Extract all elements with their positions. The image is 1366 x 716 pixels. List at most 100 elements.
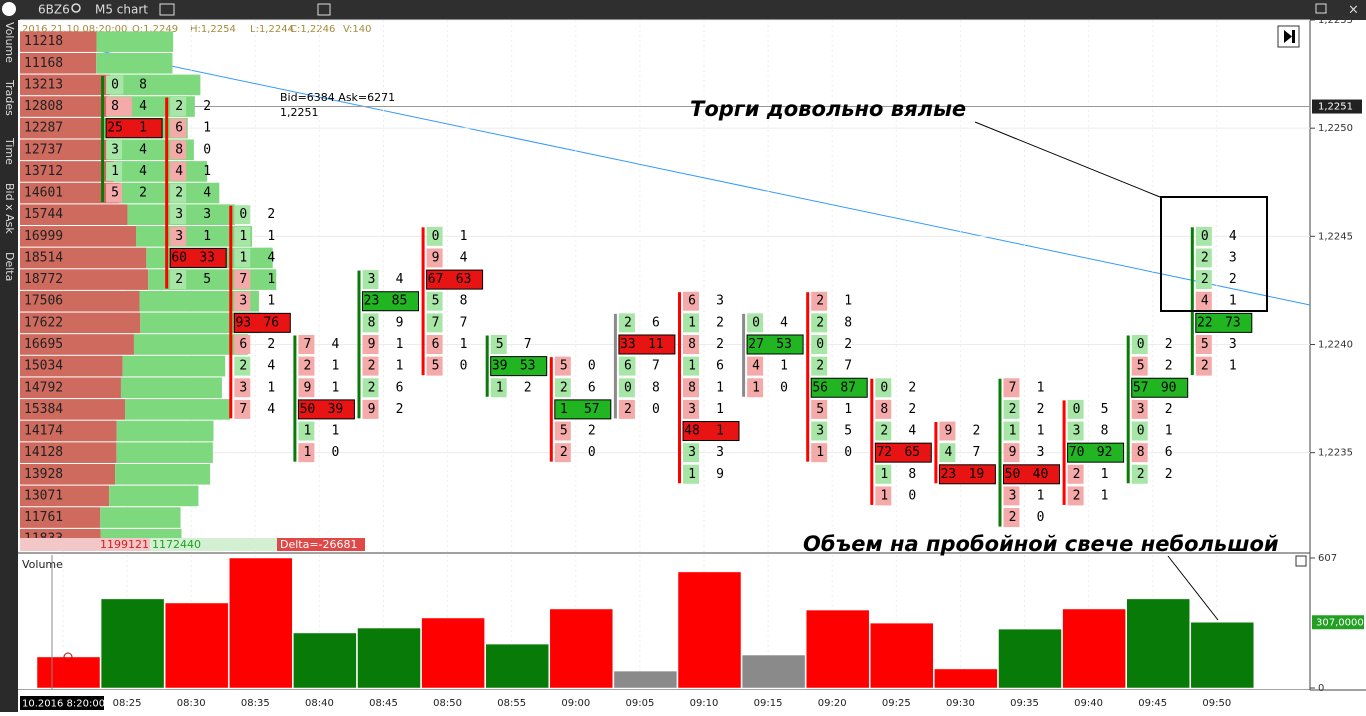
cluster-cell (426, 226, 443, 246)
cell-bid: 8 (368, 315, 376, 330)
cluster-cell (298, 334, 315, 354)
sidebar-tab[interactable]: Bid x Ask (3, 183, 16, 234)
plot: Volume Trades Time Bid x Ask Delta 2016.21.10… (3, 15, 1364, 709)
cell-bid: 6 (688, 294, 696, 309)
cell-ask: 2 (139, 186, 147, 201)
cluster-cell (170, 97, 187, 117)
cluster-cell (811, 421, 828, 441)
app-logo[interactable] (2, 2, 16, 16)
cell-bid: 7 (1009, 380, 1017, 395)
cell-ask: 87 (840, 380, 856, 395)
cell-ask: 7 (524, 337, 532, 352)
cluster-cell (233, 312, 291, 333)
cluster-cell (298, 421, 315, 441)
cell-bid: 2 (880, 424, 888, 439)
cell-ask: 2 (396, 402, 404, 417)
cluster-cell (1131, 421, 1148, 441)
window-button[interactable] (1315, 3, 1327, 14)
cell-bid: 6 (175, 121, 183, 136)
cluster-cell (234, 291, 251, 311)
sidebar-tab[interactable]: Delta (3, 252, 16, 281)
cell-bid: 57 (1133, 380, 1149, 395)
cluster-cell (1067, 421, 1084, 441)
volume-bar (36, 656, 101, 689)
profile-bid (20, 226, 137, 247)
x-tick-label: 09:50 (1202, 698, 1231, 709)
cluster-cell (554, 421, 571, 441)
cell-ask: 1 (139, 121, 147, 136)
profile-ask (139, 290, 259, 312)
cluster-cell (234, 248, 251, 268)
profile-value: 11761 (24, 510, 63, 525)
volume-bar (100, 598, 165, 689)
profile-ask (120, 377, 222, 399)
panel-close[interactable] (1295, 555, 1307, 567)
cell-ask: 92 (1097, 445, 1113, 460)
search-icon[interactable] (71, 3, 81, 13)
x-tick-label: 09:30 (946, 698, 975, 709)
cell-ask: 9 (716, 467, 724, 482)
profile-ask (122, 355, 226, 377)
volume-bar (677, 571, 742, 689)
profile-value: 13928 (24, 467, 63, 482)
chart-type[interactable]: M5 chart (95, 3, 148, 17)
sidebar-tab[interactable]: Trades (3, 79, 16, 116)
profile-value: 13213 (24, 77, 63, 92)
cluster-cell (426, 269, 484, 290)
cluster-cell (683, 399, 699, 419)
cell-ask: 1 (780, 359, 788, 374)
close-button[interactable]: × (1348, 3, 1359, 18)
cursor-marker (63, 652, 73, 662)
cell-bid: 1 (560, 402, 568, 417)
candle-body (165, 97, 169, 289)
cell-bid: 7 (239, 272, 247, 287)
cell-ask: 1 (1037, 488, 1045, 503)
cell-ask: 53 (776, 337, 792, 352)
sidebar-tab[interactable]: Time (3, 137, 16, 165)
cluster-cell (234, 399, 251, 419)
cell-bid: 2 (624, 402, 632, 417)
cell-ask: 3 (716, 445, 724, 460)
cluster-cell (810, 377, 868, 398)
profile-bid (20, 269, 149, 290)
profile-ask (116, 420, 214, 442)
profile-bid (20, 52, 97, 74)
candle-body (485, 335, 489, 397)
cell-bid: 2 (1201, 359, 1209, 374)
cell-ask: 0 (331, 445, 339, 460)
profile-bid (20, 74, 111, 96)
cluster-cell (362, 399, 379, 419)
cell-ask: 7 (844, 359, 852, 374)
cell-ask: 6 (652, 315, 660, 330)
cell-ask: 1 (1229, 359, 1237, 374)
cluster-cell (875, 421, 892, 441)
candle-body (870, 378, 874, 505)
profile-bid (20, 420, 117, 442)
cell-ask: 1 (716, 424, 724, 439)
tool-icon[interactable] (159, 3, 175, 16)
scroll-icon (1284, 30, 1292, 43)
tool-icon[interactable] (317, 3, 331, 16)
cell-ask: 8 (844, 315, 852, 330)
cluster-cell (554, 356, 571, 376)
cell-ask: 40 (1033, 467, 1049, 482)
cell-ask: 6 (1165, 445, 1173, 460)
cell-ask: 0 (203, 142, 211, 157)
cell-bid: 3 (111, 142, 119, 157)
profile-value: 17506 (24, 294, 63, 309)
cell-bid: 2 (1009, 510, 1017, 525)
cell-bid: 48 (684, 424, 700, 439)
candle-body (293, 335, 297, 462)
cluster-cell (234, 356, 251, 376)
candle-body (229, 205, 233, 419)
cell-ask: 2 (844, 337, 852, 352)
sidebar-tab[interactable]: Volume (3, 22, 16, 63)
cluster-cell (105, 118, 163, 139)
x-tick-label: 09:10 (690, 698, 719, 709)
cell-bid: 1 (880, 467, 888, 482)
symbol[interactable]: 6BZ6 (38, 3, 70, 17)
cluster-cell (362, 313, 379, 333)
candle-body (1190, 227, 1194, 376)
profile-value: 15034 (24, 359, 63, 374)
